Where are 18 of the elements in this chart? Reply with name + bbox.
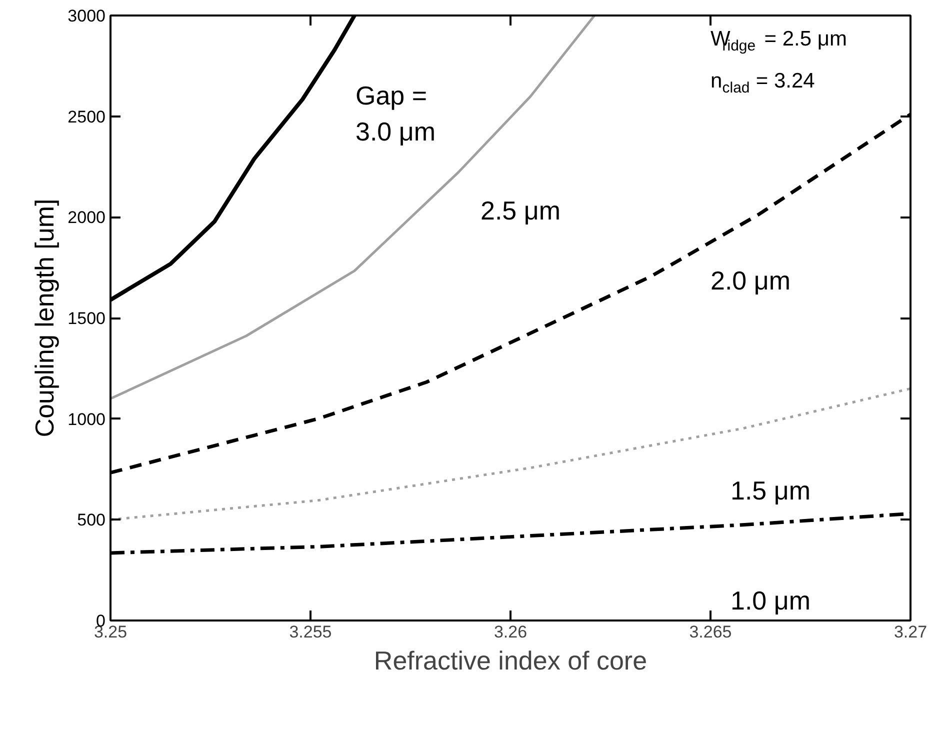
y-tick-label: 500	[77, 510, 106, 530]
y-axis-title: Coupling length [um]	[30, 198, 60, 438]
annotation: Gap = 3.0 μm	[356, 80, 436, 146]
y-tick-label: 1000	[68, 410, 106, 429]
annotation: 2.0 μm	[710, 266, 791, 296]
annotation: 2.5 μm	[480, 196, 561, 226]
x-tick-label: 3.265	[689, 622, 732, 642]
annotation: 1.5 μm	[730, 476, 811, 506]
annotation: 1.0 μm	[730, 586, 811, 616]
y-tick-label: 3000	[68, 6, 106, 26]
y-tick-label: 2000	[68, 208, 106, 228]
x-tick-label: 3.255	[289, 622, 332, 642]
y-tick-label: 2500	[68, 107, 106, 126]
x-axis-title: Refractive index of core	[374, 646, 648, 676]
y-tick-label: 1500	[68, 309, 106, 328]
annotation: Wridge = 2.5 μm	[710, 28, 847, 54]
x-tick-label: 3.26	[494, 622, 528, 642]
x-tick-label: 3.27	[894, 622, 928, 642]
